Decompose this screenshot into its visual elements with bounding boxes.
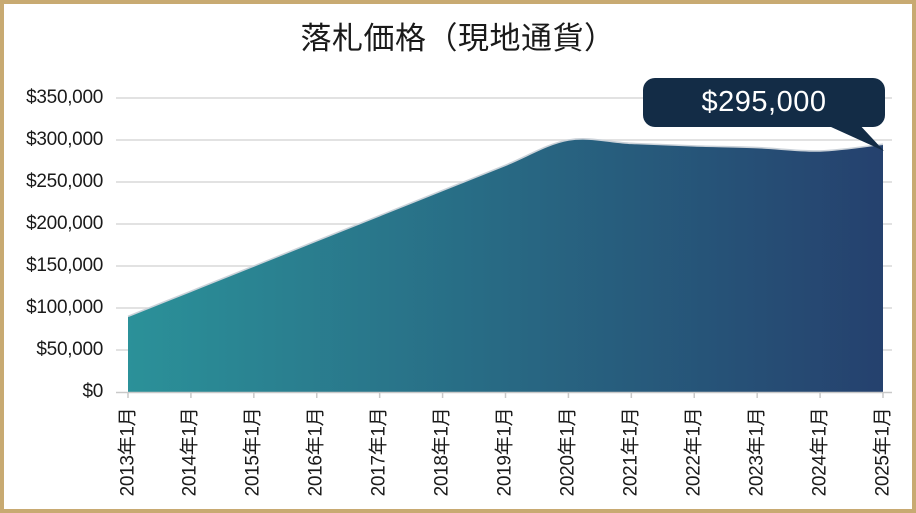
y-axis-tick-label: $350,000 [26, 87, 103, 108]
x-axis-tick-label: 2016年1月 [305, 407, 327, 496]
x-axis-tick-label: 2020年1月 [557, 407, 579, 496]
y-axis-tick-label: $250,000 [26, 171, 103, 192]
x-axis-tick-label: 2022年1月 [683, 407, 705, 496]
callout-tail [820, 122, 884, 151]
callout-value-label: $295,000 [701, 86, 827, 118]
chart-title: 落札価格（現地通貨） [300, 21, 616, 56]
y-axis-tick-label: $300,000 [26, 129, 103, 150]
x-axis-tick-label: 2024年1月 [809, 407, 831, 496]
y-axis-tick-label: $200,000 [26, 213, 103, 234]
x-axis-tick-label: 2013年1月 [117, 407, 138, 496]
x-axis-tick-label: 2018年1月 [431, 407, 453, 496]
x-axis-tick-label: 2025年1月 [872, 407, 893, 496]
x-axis-tick-label: 2014年1月 [179, 407, 201, 496]
y-axis-tick-label: $0 [82, 381, 103, 402]
area-top-edge [127, 138, 884, 318]
value-callout: $295,000 [643, 78, 885, 127]
y-axis-tick-label: $150,000 [26, 255, 103, 276]
y-axis-tick-label: $50,000 [36, 339, 103, 360]
x-axis-tick-label: 2017年1月 [368, 407, 390, 496]
area-series [128, 138, 883, 392]
x-axis-tick-label: 2015年1月 [242, 407, 264, 496]
x-axis-tick-label: 2023年1月 [746, 407, 768, 496]
x-axis-tick-label: 2019年1月 [494, 407, 516, 496]
x-axis-tick-label: 2021年1月 [620, 407, 642, 496]
y-axis-tick-label: $100,000 [26, 297, 103, 318]
